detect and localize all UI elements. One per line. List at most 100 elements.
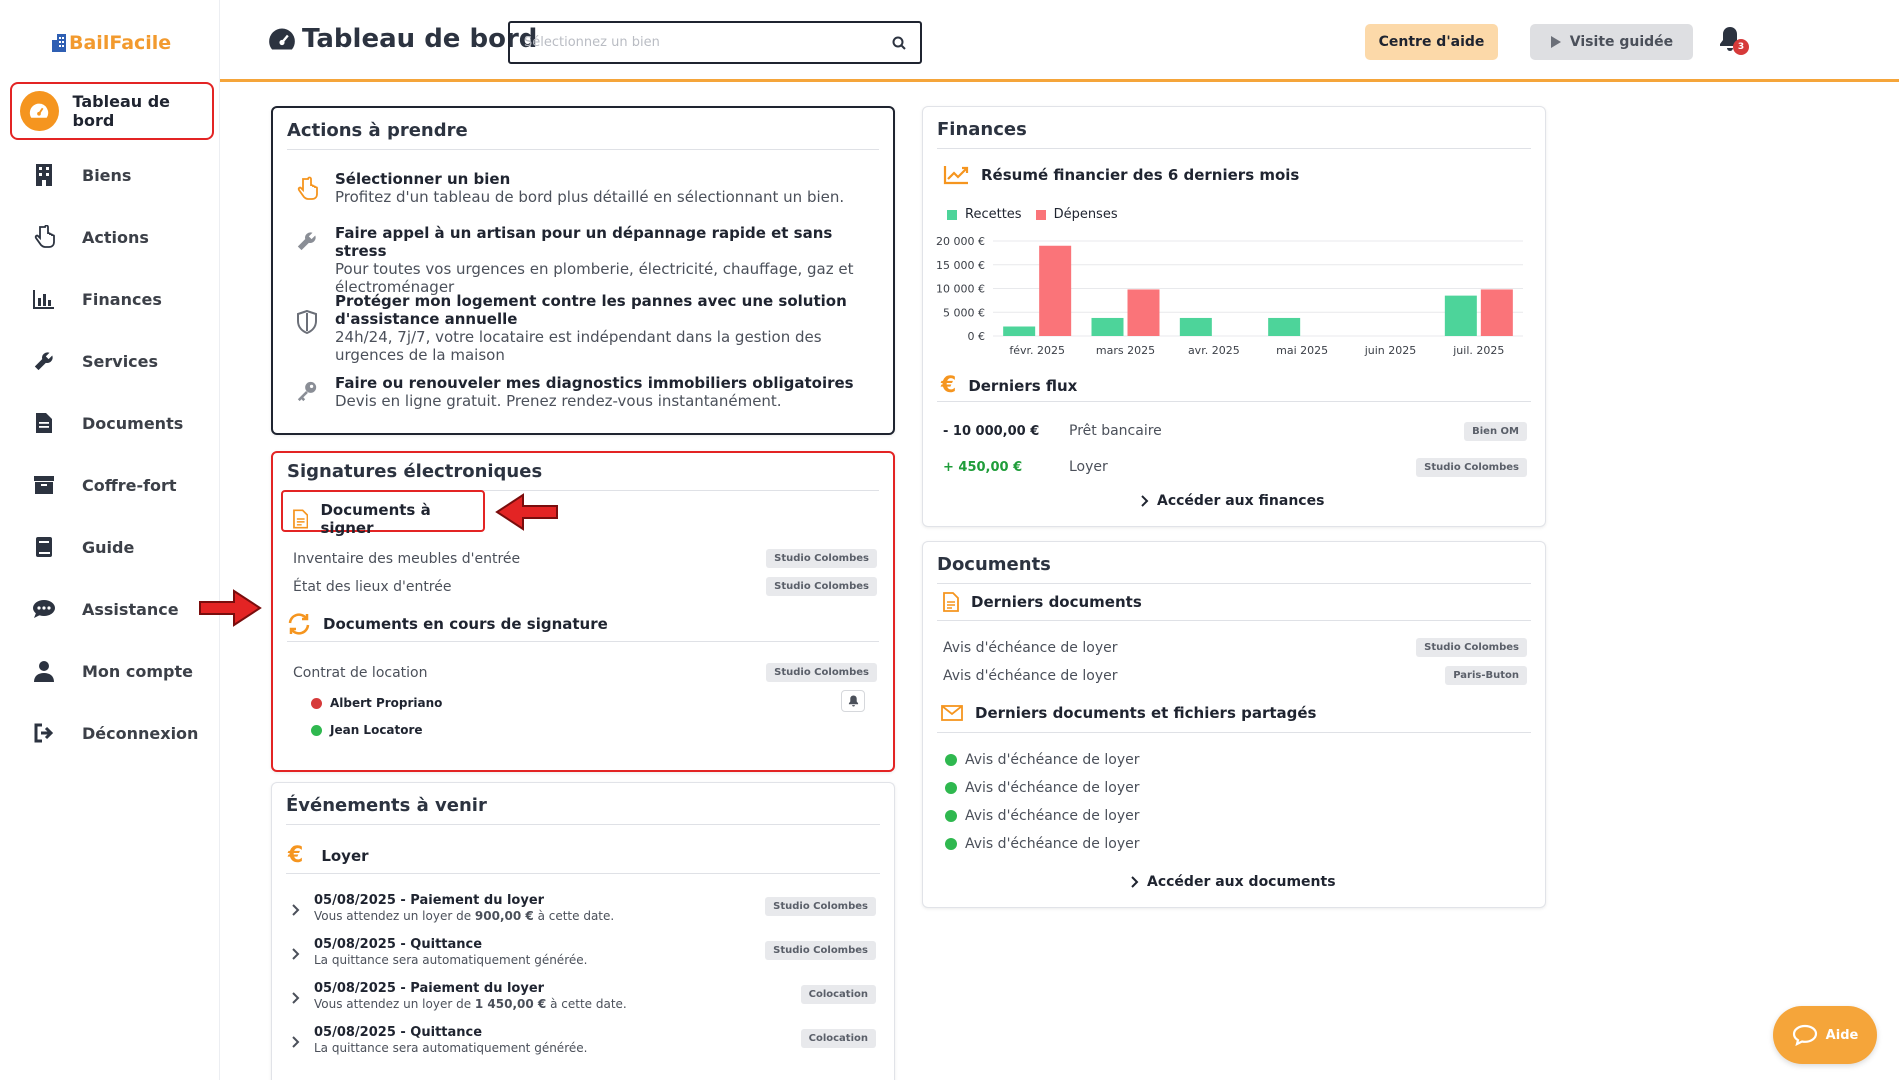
sidebar-item-assistance[interactable]: Assistance <box>10 578 214 640</box>
sidebar-item-label: Assistance <box>82 599 179 619</box>
event-desc: Vous attendez un loyer de 900,00 € à cet… <box>314 909 615 923</box>
flow-label: Loyer <box>1069 459 1108 475</box>
status-dot-icon <box>945 810 957 822</box>
sidebar-item-tableau-de-bord[interactable]: Tableau de bord <box>10 82 214 140</box>
documents-to-sign-heading: Documents à signer <box>293 501 483 537</box>
finances-card: Finances Résumé financier des 6 derniers… <box>922 106 1546 527</box>
chart-bar-dépenses[interactable] <box>1039 245 1072 336</box>
list-item[interactable]: Avis d'échéance de loyer <box>945 780 1139 796</box>
list-item[interactable]: Avis d'échéance de loyer Studio Colombes <box>943 638 1527 657</box>
action-item[interactable]: Faire ou renouveler mes diagnostics immo… <box>293 374 854 410</box>
action-item[interactable]: Sélectionner un bien Profitez d'un table… <box>293 170 844 206</box>
chart-bar-dépenses[interactable] <box>1480 289 1513 336</box>
chart-bar-dépenses[interactable] <box>1127 289 1160 336</box>
property-search[interactable] <box>508 21 922 64</box>
divider <box>937 401 1531 402</box>
page-title-text: Tableau de bord <box>302 24 538 54</box>
action-item[interactable]: Faire appel à un artisan pour un dépanna… <box>293 224 873 296</box>
chart-bar-recettes[interactable] <box>1444 295 1477 336</box>
sidebar-item-label: Biens <box>82 165 132 185</box>
building-logo-icon <box>52 34 66 52</box>
documents-link-label: Accéder aux documents <box>1147 874 1336 890</box>
annotation-arrow-right-icon <box>199 589 262 627</box>
flow-row[interactable]: + 450,00 € Loyer Studio Colombes <box>943 455 1527 479</box>
finance-bar-chart: 20 000 € 15 000 € 10 000 € 5 000 € 0 € févr. … <box>936 235 1523 357</box>
document-name: État des lieux d'entrée <box>293 578 452 595</box>
help-center-button[interactable]: Centre d'aide <box>1365 24 1498 60</box>
aide-chat-button[interactable]: Aide <box>1773 1006 1877 1064</box>
status-dot-icon <box>311 697 322 709</box>
remind-signer-button[interactable] <box>841 690 865 712</box>
signer-row: Jean Locatore <box>311 723 423 737</box>
sidebar-item-documents[interactable]: Documents <box>10 392 214 454</box>
chart-xtick-label: mai 2025 <box>1276 344 1328 357</box>
logo-text: BailFacile <box>69 32 172 54</box>
document-name: Avis d'échéance de loyer <box>965 808 1140 824</box>
chevron-right-icon <box>292 937 314 964</box>
summary-heading: Résumé financier des 6 derniers mois <box>943 165 1299 185</box>
aide-label: Aide <box>1825 1027 1859 1043</box>
sidebar-item-finances[interactable]: Finances <box>10 268 214 330</box>
list-item[interactable]: Avis d'échéance de loyer <box>945 752 1139 768</box>
list-item[interactable]: État des lieux d'entrée Studio Colombes <box>293 577 877 596</box>
event-row[interactable]: 05/08/2025 - Paiement du loyer Vous atte… <box>292 981 876 1012</box>
finances-link[interactable]: Accéder aux finances <box>1141 493 1324 509</box>
sidebar-item-coffre-fort[interactable]: Coffre-fort <box>10 454 214 516</box>
chart-ytick-label: 15 000 € <box>936 259 985 272</box>
action-desc: Devis en ligne gratuit. Prenez rendez-vo… <box>335 392 782 410</box>
event-desc: La quittance sera automatiquement généré… <box>314 953 588 967</box>
flow-row[interactable]: - 10 000,00 € Prêt bancaire Bien OM <box>943 419 1527 443</box>
flow-label: Prêt bancaire <box>1069 423 1162 439</box>
sidebar-item-label: Finances <box>82 289 162 309</box>
signer-name: Albert Propriano <box>330 696 443 710</box>
hand-pointer-icon <box>293 170 321 206</box>
chart-bar-recettes[interactable] <box>1268 317 1301 336</box>
sidebar-item-guide[interactable]: Guide <box>10 516 214 578</box>
bar-chart-icon <box>30 285 58 313</box>
list-item[interactable]: Avis d'échéance de loyer <box>945 808 1139 824</box>
sidebar-item-services[interactable]: Services <box>10 330 214 392</box>
search-input[interactable] <box>524 35 892 50</box>
documents-card: Documents Derniers documents Avis d'éché… <box>922 541 1546 908</box>
building-icon <box>30 161 58 189</box>
in-progress-heading: Documents en cours de signature <box>287 613 608 635</box>
chart-ytick-label: 10 000 € <box>936 283 985 296</box>
chart-bar-recettes[interactable] <box>1091 317 1124 336</box>
trend-chart-icon <box>943 166 969 185</box>
sidebar-item-deconnexion[interactable]: Déconnexion <box>10 702 214 764</box>
search-icon[interactable] <box>892 36 906 50</box>
actions-title: Actions à prendre <box>287 108 879 150</box>
documents-link[interactable]: Accéder aux documents <box>1131 874 1336 890</box>
event-row[interactable]: 05/08/2025 - Quittance La quittance sera… <box>292 1025 876 1056</box>
header-divider <box>220 79 1899 82</box>
notifications-button[interactable]: 3 <box>1718 26 1749 58</box>
property-tag: Bien OM <box>1464 421 1527 441</box>
chart-bar-recettes[interactable] <box>1003 326 1036 337</box>
event-desc: La quittance sera automatiquement généré… <box>314 1041 588 1055</box>
file-icon <box>943 592 959 612</box>
list-item[interactable]: Avis d'échéance de loyer <box>945 836 1139 852</box>
sidebar-item-label: Mon compte <box>82 661 193 681</box>
hand-pointer-icon <box>30 223 58 251</box>
sidebar-item-actions[interactable]: Actions <box>10 206 214 268</box>
documents-to-sign-highlight[interactable]: Documents à signer <box>281 490 485 537</box>
list-item[interactable]: Contrat de location Studio Colombes <box>293 663 877 682</box>
app-logo[interactable]: BailFacile <box>52 32 171 54</box>
property-tag: Studio Colombes <box>1416 638 1527 657</box>
chevron-right-icon <box>292 981 314 1008</box>
sidebar-item-label: Coffre-fort <box>82 475 177 495</box>
chevron-right-icon <box>292 1025 314 1052</box>
list-item[interactable]: Avis d'échéance de loyer Paris-Buton <box>943 666 1527 685</box>
event-row[interactable]: 05/08/2025 - Paiement du loyer Vous atte… <box>292 893 876 924</box>
chevron-right-icon <box>292 893 314 920</box>
sidebar-item-biens[interactable]: Biens <box>10 144 214 206</box>
documents-to-sign-label: Documents à signer <box>320 501 431 537</box>
action-item[interactable]: Protéger mon logement contre les pannes … <box>293 292 853 364</box>
guided-tour-button[interactable]: Visite guidée <box>1530 24 1693 60</box>
list-item[interactable]: Inventaire des meubles d'entrée Studio C… <box>293 549 877 568</box>
document-name: Avis d'échéance de loyer <box>965 836 1140 852</box>
event-row[interactable]: 05/08/2025 - Quittance La quittance sera… <box>292 937 876 968</box>
chart-bar-recettes[interactable] <box>1179 317 1212 336</box>
sidebar-item-mon-compte[interactable]: Mon compte <box>10 640 214 702</box>
sidebar: BailFacile Tableau de bord Biens Actions… <box>0 0 220 1080</box>
